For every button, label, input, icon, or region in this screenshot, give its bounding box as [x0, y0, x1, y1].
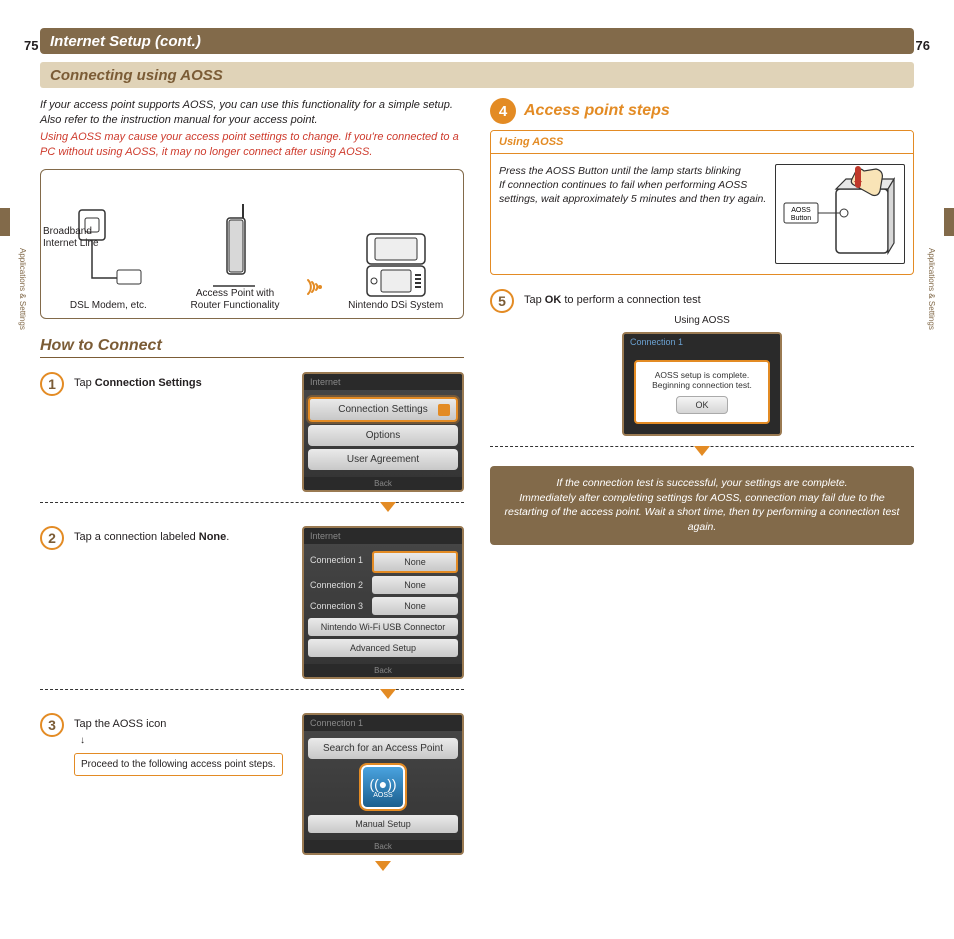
screenshot-5: Connection 1 AOSS setup is complete. Beg…	[622, 332, 782, 436]
side-label-right: Applications & Settings	[927, 248, 936, 330]
ap-label: Access Point with Router Functionality	[174, 288, 297, 312]
svg-text:Button: Button	[791, 215, 811, 222]
wireless-icon	[300, 210, 330, 300]
step-2-text: Tap a connection labeled None.	[74, 526, 229, 679]
side-label-left: Applications & Settings	[18, 248, 27, 330]
down-arrow-icon: ↓	[80, 734, 283, 747]
intro-text: If your access point supports AOSS, you …	[40, 98, 464, 128]
side-tab-left	[0, 208, 10, 236]
subtitle-text: Connecting using AOSS	[50, 67, 223, 84]
side-tab-right	[944, 208, 954, 236]
arrow-down-icon	[380, 689, 396, 699]
connection-settings-btn: Connection Settings	[308, 397, 458, 422]
divider	[40, 502, 464, 503]
aoss-panel-text: Press the AOSS Button until the lamp sta…	[499, 164, 767, 207]
step-1-number: 1	[40, 372, 64, 396]
step-3-text: Tap the AOSS icon ↓ Proceed to the follo…	[74, 713, 283, 871]
network-diagram: Broadband Internet Line DSL Modem, etc. …	[40, 169, 464, 319]
screenshot-1: Internet Connection Settings Options Use…	[302, 372, 464, 492]
aoss-panel-head: Using AOSS	[491, 131, 913, 154]
ok-button: OK	[676, 396, 727, 414]
screenshot-3: Connection 1 Search for an Access Point …	[302, 713, 464, 855]
screenshot-2: Internet Connection 1None Connection 2No…	[302, 526, 464, 679]
router-illustration: AOSS Button	[775, 164, 905, 264]
search-ap-btn: Search for an Access Point	[308, 738, 458, 759]
svg-text:AOSS: AOSS	[791, 207, 811, 214]
step-2-number: 2	[40, 526, 64, 550]
dsl-label: DSL Modem, etc.	[47, 300, 170, 312]
aoss-complete-modal: AOSS setup is complete. Beginning connec…	[634, 360, 770, 424]
aoss-icon-btn: ((●)) AOSS	[361, 765, 405, 809]
page-right: 76	[916, 38, 930, 53]
ds-label: Nintendo DSi System	[334, 300, 457, 312]
proceed-note: Proceed to the following access point st…	[74, 753, 283, 776]
arrow-down-icon	[380, 502, 396, 512]
step-4-title: Access point steps	[524, 102, 670, 120]
howto-title: How to Connect	[40, 337, 464, 358]
step-5-number: 5	[490, 289, 514, 313]
user-agreement-btn: User Agreement	[308, 449, 458, 470]
final-note: If the connection test is successful, yo…	[490, 466, 914, 545]
options-btn: Options	[308, 425, 458, 446]
divider	[40, 689, 464, 690]
subtitle-bar: Connecting using AOSS	[40, 62, 914, 88]
dsi-icon	[334, 210, 457, 300]
wall-outlet-icon	[47, 206, 170, 296]
page-numbers: 75 76	[0, 38, 954, 53]
step-4-number: 4	[490, 98, 516, 124]
broadband-label: Broadband Internet Line	[43, 226, 166, 250]
step-5-text: Tap OK to perform a connection test	[524, 289, 701, 313]
step-1-text: Tap Connection Settings	[74, 372, 202, 492]
screen5-caption: Using AOSS	[490, 315, 914, 326]
aoss-panel: Using AOSS Press the AOSS Button until t…	[490, 130, 914, 275]
arrow-down-icon	[375, 861, 391, 871]
router-icon	[174, 198, 297, 288]
arrow-down-icon	[694, 446, 710, 456]
step-3-number: 3	[40, 713, 64, 737]
page-left: 75	[24, 38, 38, 53]
manual-setup-btn: Manual Setup	[308, 815, 458, 833]
warning-text: Using AOSS may cause your access point s…	[40, 130, 464, 160]
